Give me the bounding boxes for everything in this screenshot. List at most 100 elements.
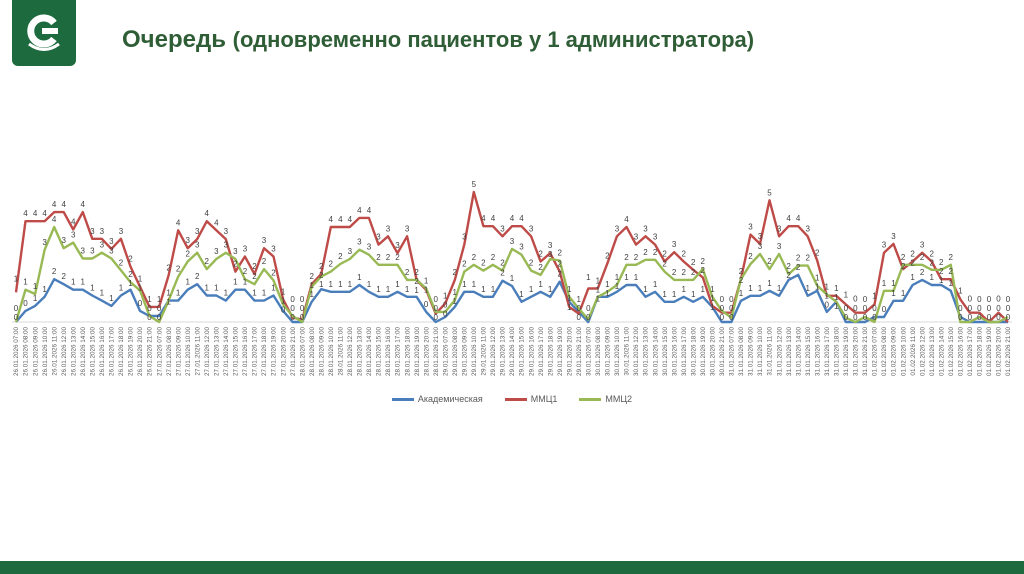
data-label: 0 xyxy=(290,295,295,304)
clinic-logo xyxy=(12,0,76,66)
data-label: 2 xyxy=(481,259,486,268)
data-label: 1 xyxy=(414,286,419,295)
x-tick-label: 26.01.2026 10:00 xyxy=(42,327,49,377)
data-label: 2 xyxy=(319,271,324,280)
data-label: 1 xyxy=(701,285,706,294)
data-label: 3 xyxy=(109,237,114,246)
data-label: 1 xyxy=(710,294,715,303)
data-label: 3 xyxy=(805,224,810,233)
data-label: 2 xyxy=(338,252,343,261)
x-tick-label: 29.01.2026 11:00 xyxy=(481,327,488,376)
data-label: 1 xyxy=(748,284,753,293)
x-tick-label: 30.01.2026 13:00 xyxy=(643,327,650,377)
data-label: 2 xyxy=(624,253,629,262)
data-label: 3 xyxy=(548,241,553,250)
data-label: 2 xyxy=(910,250,915,259)
data-label: 2 xyxy=(166,263,171,272)
data-label: 0 xyxy=(443,310,448,319)
data-label: 0 xyxy=(23,299,28,308)
x-tick-label: 29.01.2026 09:00 xyxy=(462,327,469,377)
data-label: 2 xyxy=(176,265,181,274)
data-label: 0 xyxy=(729,304,734,313)
x-tick-label: 27.01.2026 17:00 xyxy=(252,327,259,377)
data-label: 0 xyxy=(290,313,295,322)
data-label: 2 xyxy=(376,253,381,262)
data-label: 0 xyxy=(968,295,973,304)
data-label: 3 xyxy=(224,227,229,236)
data-label: 1 xyxy=(138,284,143,293)
data-label: 2 xyxy=(691,268,696,277)
data-label: 1 xyxy=(691,290,696,299)
data-label: 1 xyxy=(615,273,620,282)
x-tick-label: 29.01.2026 19:00 xyxy=(557,327,564,377)
data-label: 0 xyxy=(1006,304,1011,313)
data-label: 1 xyxy=(281,287,286,296)
data-label: 1 xyxy=(271,284,276,293)
data-label: 2 xyxy=(205,257,210,266)
data-label: 0 xyxy=(424,300,429,309)
x-tick-label: 28.01.2026 21:00 xyxy=(433,327,440,377)
x-tick-label: 29.01.2026 08:00 xyxy=(452,327,459,377)
data-label: 3 xyxy=(243,245,248,254)
data-label: 0 xyxy=(977,313,982,322)
data-label: 4 xyxy=(81,200,86,209)
data-label: 1 xyxy=(901,289,906,298)
data-label: 1 xyxy=(958,286,963,295)
data-label: 1 xyxy=(395,280,400,289)
data-label: 1 xyxy=(453,297,458,306)
data-label: 3 xyxy=(510,237,515,246)
data-label: 0 xyxy=(290,304,295,313)
data-label: 1 xyxy=(14,274,19,283)
x-tick-label: 26.01.2026 21:00 xyxy=(147,327,154,377)
legend-label: Академическая xyxy=(417,394,483,404)
data-label: 1 xyxy=(825,282,830,291)
x-tick-label: 01.02.2026 17:00 xyxy=(967,327,974,377)
data-label: 1 xyxy=(443,292,448,301)
data-label: 2 xyxy=(939,267,944,276)
data-label: 3 xyxy=(395,241,400,250)
data-label: 1 xyxy=(758,284,763,293)
series-line-0 xyxy=(15,273,1008,324)
data-label: 3 xyxy=(891,232,896,241)
x-tick-label: 01.02.2026 15:00 xyxy=(948,327,955,377)
data-label: 2 xyxy=(557,270,562,279)
data-label: 2 xyxy=(309,272,314,281)
data-label: 1 xyxy=(33,294,38,303)
x-tick-label: 27.01.2026 20:00 xyxy=(280,327,287,377)
x-tick-label: 01.02.2026 14:00 xyxy=(938,327,945,377)
data-label: 4 xyxy=(519,214,524,223)
data-label: 2 xyxy=(796,254,801,263)
x-tick-label: 30.01.2026 10:00 xyxy=(614,327,621,377)
data-label: 4 xyxy=(205,209,210,218)
x-tick-label: 01.02.2026 11:00 xyxy=(910,327,917,376)
data-label: 2 xyxy=(929,259,934,268)
data-label: 1 xyxy=(386,285,391,294)
data-label: 3 xyxy=(748,223,753,232)
data-label: 0 xyxy=(433,313,438,322)
data-label: 1 xyxy=(138,275,143,284)
data-label: 1 xyxy=(567,285,572,294)
data-label: 2 xyxy=(329,260,334,269)
data-label: 0 xyxy=(720,295,725,304)
data-label: 2 xyxy=(386,253,391,262)
x-tick-label: 31.01.2026 07:00 xyxy=(729,327,736,377)
x-tick-label: 26.01.2026 15:00 xyxy=(90,327,97,377)
data-label: 3 xyxy=(529,224,534,233)
data-label: 3 xyxy=(90,227,95,236)
data-label: 2 xyxy=(414,268,419,277)
x-tick-label: 30.01.2026 16:00 xyxy=(671,327,678,377)
x-tick-label: 30.01.2026 15:00 xyxy=(662,327,669,377)
series-line-1 xyxy=(14,190,1009,324)
data-label: 0 xyxy=(586,313,591,322)
x-tick-label: 31.01.2026 08:00 xyxy=(738,327,745,377)
data-label: 0 xyxy=(14,304,19,313)
title-main: Очередь xyxy=(122,26,226,53)
data-label: 4 xyxy=(481,214,486,223)
data-label: 1 xyxy=(939,276,944,285)
data-label: 3 xyxy=(386,224,391,233)
x-tick-label: 31.01.2026 13:00 xyxy=(786,327,793,377)
data-label: 0 xyxy=(720,304,725,313)
data-label: 2 xyxy=(500,269,505,278)
data-label: 1 xyxy=(481,285,486,294)
data-label: 3 xyxy=(758,232,763,241)
